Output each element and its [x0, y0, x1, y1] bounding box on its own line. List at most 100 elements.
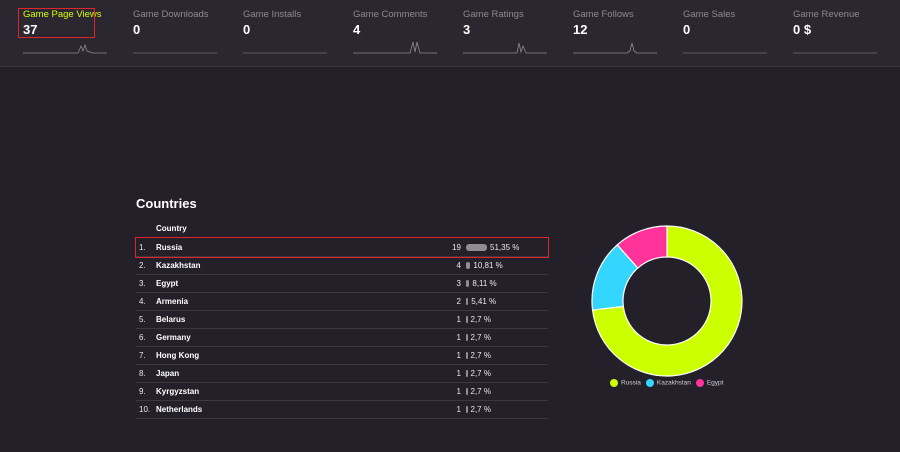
row-country: Hong Kong: [156, 351, 200, 360]
metric-label: Game Downloads: [133, 9, 209, 20]
metric-ratings[interactable]: Game Ratings 3: [463, 0, 551, 60]
metric-value: 37: [23, 22, 38, 37]
row-count: 1: [456, 369, 461, 378]
table-row[interactable]: 5. Belarus 1 2,7 %: [136, 310, 548, 329]
row-rank: 9.: [139, 387, 146, 396]
row-share-bar: [466, 352, 468, 359]
metric-value: 0: [683, 22, 691, 37]
table-row[interactable]: 4. Armenia 2 5,41 %: [136, 292, 548, 311]
table-row[interactable]: 10. Netherlands 1 2,7 %: [136, 400, 548, 419]
row-country: Germany: [156, 333, 191, 342]
row-percent: 5,41 %: [471, 297, 497, 306]
row-country: Belarus: [156, 315, 186, 324]
metric-value: 0: [133, 22, 141, 37]
row-count: 1: [456, 387, 461, 396]
legend-dot: [610, 379, 618, 387]
table-row[interactable]: 8. Japan 1 2,7 %: [136, 364, 548, 383]
metric-label: Game Ratings: [463, 9, 524, 20]
legend-label: Egypt: [706, 379, 724, 387]
row-rank: 1.: [139, 243, 146, 252]
row-percent: 2,7 %: [470, 387, 491, 396]
table-row[interactable]: 3. Egypt 3 8,11 %: [136, 274, 548, 293]
metric-downloads[interactable]: Game Downloads 0: [133, 0, 221, 60]
row-country: Netherlands: [156, 405, 203, 414]
metric-label: Game Comments: [353, 9, 428, 20]
row-rank: 2.: [139, 261, 146, 270]
metric-label: Game Revenue: [793, 9, 860, 20]
row-count: 4: [456, 261, 461, 270]
legend-item[interactable]: Russia: [610, 379, 641, 387]
row-percent: 2,7 %: [470, 369, 491, 378]
metric-value: 0: [243, 22, 251, 37]
metric-comments[interactable]: Game Comments 4: [353, 0, 441, 60]
row-share-bar: [466, 334, 468, 341]
row-share-bar: [466, 388, 468, 395]
legend-label: Kazakhstan: [656, 379, 691, 387]
row-percent: 2,7 %: [470, 315, 491, 324]
countries-donut-chart: [591, 225, 743, 377]
row-country: Kyrgyzstan: [156, 387, 200, 396]
sparkline: [353, 41, 437, 54]
metric-page-views[interactable]: Game Page Views 37: [23, 0, 111, 60]
table-row[interactable]: 1. Russia 19 51,35 %: [136, 238, 548, 257]
row-count: 2: [456, 297, 461, 306]
table-row[interactable]: 9. Kyrgyzstan 1 2,7 %: [136, 382, 548, 401]
row-percent: 2,7 %: [470, 351, 491, 360]
metric-label: Game Installs: [243, 9, 302, 20]
country-column-header: Country: [156, 224, 187, 233]
metric-installs[interactable]: Game Installs 0: [243, 0, 331, 60]
row-rank: 7.: [139, 351, 146, 360]
donut-slice-egypt[interactable]: [616, 225, 668, 269]
row-count: 1: [456, 405, 461, 414]
row-share-bar: [466, 316, 468, 323]
metric-value: 3: [463, 22, 471, 37]
sparkline: [23, 43, 107, 54]
legend-label: Russia: [621, 379, 641, 387]
legend-dot: [645, 379, 654, 387]
row-share-bar: [466, 370, 468, 377]
metric-follows[interactable]: Game Follows 12: [573, 0, 661, 60]
row-percent: 2,7 %: [470, 405, 491, 414]
row-percent: 8,11 %: [472, 279, 497, 288]
stats-bar: Game Page Views 37 Game Downloads 0 Game…: [0, 0, 900, 67]
metric-label: Game Page Views: [23, 9, 102, 20]
legend-item[interactable]: Egypt: [695, 379, 724, 387]
row-share-bar: [466, 406, 468, 413]
metric-value: 12: [573, 22, 588, 37]
row-highlight-box: [135, 237, 549, 258]
row-rank: 4.: [139, 297, 146, 306]
table-row[interactable]: 7. Hong Kong 1 2,7 %: [136, 346, 548, 365]
table-row[interactable]: 2. Kazakhstan 4 10,81 %: [136, 256, 548, 275]
donut-slice-russia[interactable]: [591, 225, 743, 377]
row-percent: 51,35 %: [490, 243, 520, 252]
sparkline: [133, 52, 217, 54]
metric-highlight-box: [18, 8, 95, 38]
row-share-bar: [466, 262, 471, 269]
table-row[interactable]: 6. Germany 1 2,7 %: [136, 328, 548, 347]
chart-legend: Russia Kazakhstan Egypt: [610, 379, 728, 391]
row-share-bar: [466, 244, 487, 251]
row-country: Japan: [156, 369, 180, 378]
sparkline: [463, 42, 547, 54]
row-country: Russia: [156, 243, 183, 252]
legend-item[interactable]: Kazakhstan: [645, 379, 691, 387]
row-count: 19: [452, 243, 461, 252]
countries-title: Countries: [136, 196, 197, 211]
row-count: 1: [456, 351, 461, 360]
metric-label: Game Follows: [573, 9, 634, 20]
row-rank: 10.: [139, 405, 151, 414]
metric-value: 0 $: [793, 22, 812, 37]
row-share-bar: [466, 298, 469, 305]
metric-sales[interactable]: Game Sales 0: [683, 0, 771, 60]
metric-label: Game Sales: [683, 9, 736, 20]
row-rank: 3.: [139, 279, 146, 288]
sparkline: [243, 52, 327, 54]
row-count: 3: [456, 279, 461, 288]
row-count: 1: [456, 333, 461, 342]
metric-revenue[interactable]: Game Revenue 0 $: [793, 0, 881, 60]
row-country: Egypt: [156, 279, 179, 288]
sparkline: [793, 52, 877, 54]
row-share-bar: [466, 280, 470, 287]
row-percent: 10,81 %: [473, 261, 503, 270]
sparkline: [683, 52, 767, 54]
